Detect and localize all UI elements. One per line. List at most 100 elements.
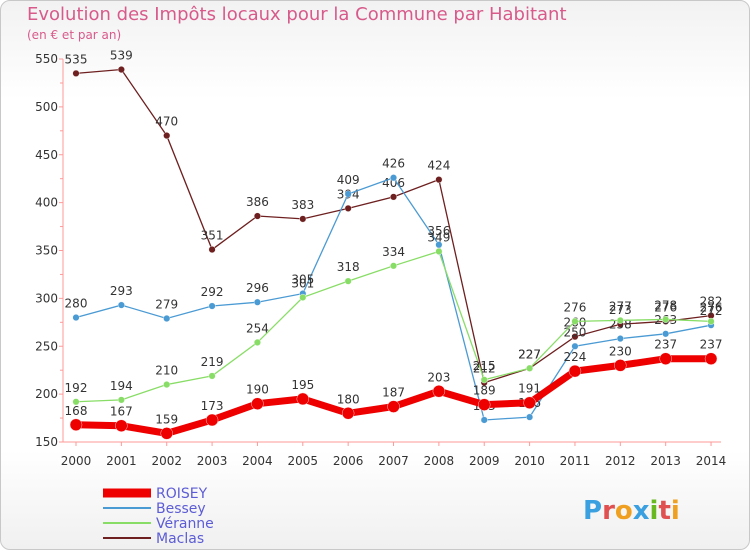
x-tick-label: 2003 [197,454,228,468]
data-label-bessey: 356 [427,224,450,238]
data-label-v-ranne: 276 [564,300,587,314]
data-point-bessey [390,174,398,182]
y-tick-label: 400 [35,196,58,210]
x-tick-label: 2002 [151,454,182,468]
data-label-roisey: 159 [155,412,178,426]
legend-label-roisey: ROISEY [156,486,208,502]
data-point-bessey [163,314,171,322]
data-point-roisey [205,413,219,427]
data-label-bessey: 279 [155,297,178,311]
y-tick-label: 450 [35,148,58,162]
data-point-maclas [208,246,216,254]
legend-label-v-ranne: Véranne [156,516,214,532]
data-point-roisey [341,407,355,420]
data-point-bessey [208,302,216,310]
legend-label-bessey: Bessey [156,501,206,517]
data-label-bessey: 409 [337,173,360,187]
x-tick-label: 2013 [650,454,681,468]
data-label-roisey: 191 [518,382,541,396]
data-point-bessey [72,314,80,322]
data-label-v-ranne: 215 [473,359,496,373]
data-point-roisey [568,364,582,378]
data-point-maclas [299,215,307,223]
data-label-v-ranne: 254 [246,321,269,335]
data-point-maclas [117,66,125,74]
data-label-v-ranne: 210 [155,364,178,378]
x-tick-label: 2009 [469,454,500,468]
data-label-maclas: 227 [518,347,541,361]
data-point-v-ranne [117,396,125,404]
data-label-bessey: 426 [382,157,405,171]
data-point-roisey [296,392,309,406]
data-label-maclas: 386 [246,195,269,209]
data-label-maclas: 539 [110,49,133,63]
data-label-roisey: 195 [291,378,314,392]
data-label-roisey: 224 [564,350,587,364]
data-point-bessey [117,301,125,309]
data-label-bessey: 280 [65,297,88,311]
data-label-v-ranne: 278 [654,298,677,312]
data-label-v-ranne: 227 [518,347,541,361]
x-tick-label: 2014 [696,454,727,468]
data-label-bessey: 305 [291,273,314,287]
data-label-maclas: 282 [700,295,723,309]
y-tick-label: 550 [35,52,58,66]
data-label-maclas: 383 [291,198,314,212]
data-label-roisey: 168 [65,404,88,418]
x-tick-label: 2010 [514,454,545,468]
data-point-v-ranne [571,317,579,325]
x-tick-label: 2007 [378,454,409,468]
data-point-v-ranne [344,277,352,285]
data-label-roisey: 167 [110,405,133,419]
data-label-maclas: 470 [155,115,178,129]
data-point-maclas [435,176,443,184]
data-label-v-ranne: 194 [110,379,133,393]
data-point-maclas [72,69,80,77]
x-tick-label: 2008 [424,454,455,468]
data-label-bessey: 292 [201,285,224,299]
data-point-v-ranne [662,315,670,323]
data-label-roisey: 189 [473,384,496,398]
data-point-roisey [69,418,83,431]
data-point-v-ranne [480,376,488,384]
data-label-v-ranne: 334 [382,245,405,259]
data-label-v-ranne: 219 [201,355,224,369]
data-point-roisey [523,396,536,409]
data-point-maclas [344,204,352,212]
y-tick-label: 500 [35,100,58,114]
x-tick-label: 2011 [560,454,591,468]
data-point-bessey [662,330,670,338]
data-point-roisey [704,352,718,365]
data-point-roisey [387,400,400,413]
data-label-roisey: 237 [700,338,723,352]
data-point-v-ranne [435,247,443,255]
data-point-roisey [160,427,173,440]
data-point-v-ranne [299,293,307,301]
data-label-roisey: 230 [609,344,632,358]
data-label-roisey: 203 [427,370,450,384]
data-label-v-ranne: 301 [291,276,314,290]
data-point-maclas [390,193,398,201]
x-tick-label: 2004 [242,454,273,468]
data-label-bessey: 293 [110,284,133,298]
chart-subtitle: (en € et par an) [27,28,122,42]
x-tick-label: 2006 [333,454,364,468]
data-label-roisey: 187 [382,386,405,400]
data-point-maclas [253,212,261,220]
data-label-bessey: 272 [700,304,723,318]
data-label-maclas: 273 [609,303,632,317]
data-point-v-ranne [72,398,80,406]
data-label-maclas: 424 [427,159,450,173]
data-label-v-ranne: 192 [65,381,88,395]
data-point-roisey [614,359,627,372]
chart-title: Evolution des Impôts locaux pour la Comm… [27,4,567,25]
data-label-v-ranne: 277 [609,299,632,313]
data-point-bessey [344,190,352,198]
data-point-bessey [571,342,579,350]
data-point-maclas [163,132,171,140]
data-point-roisey [432,385,446,398]
x-tick-label: 2005 [288,454,319,468]
y-tick-label: 200 [35,387,58,401]
